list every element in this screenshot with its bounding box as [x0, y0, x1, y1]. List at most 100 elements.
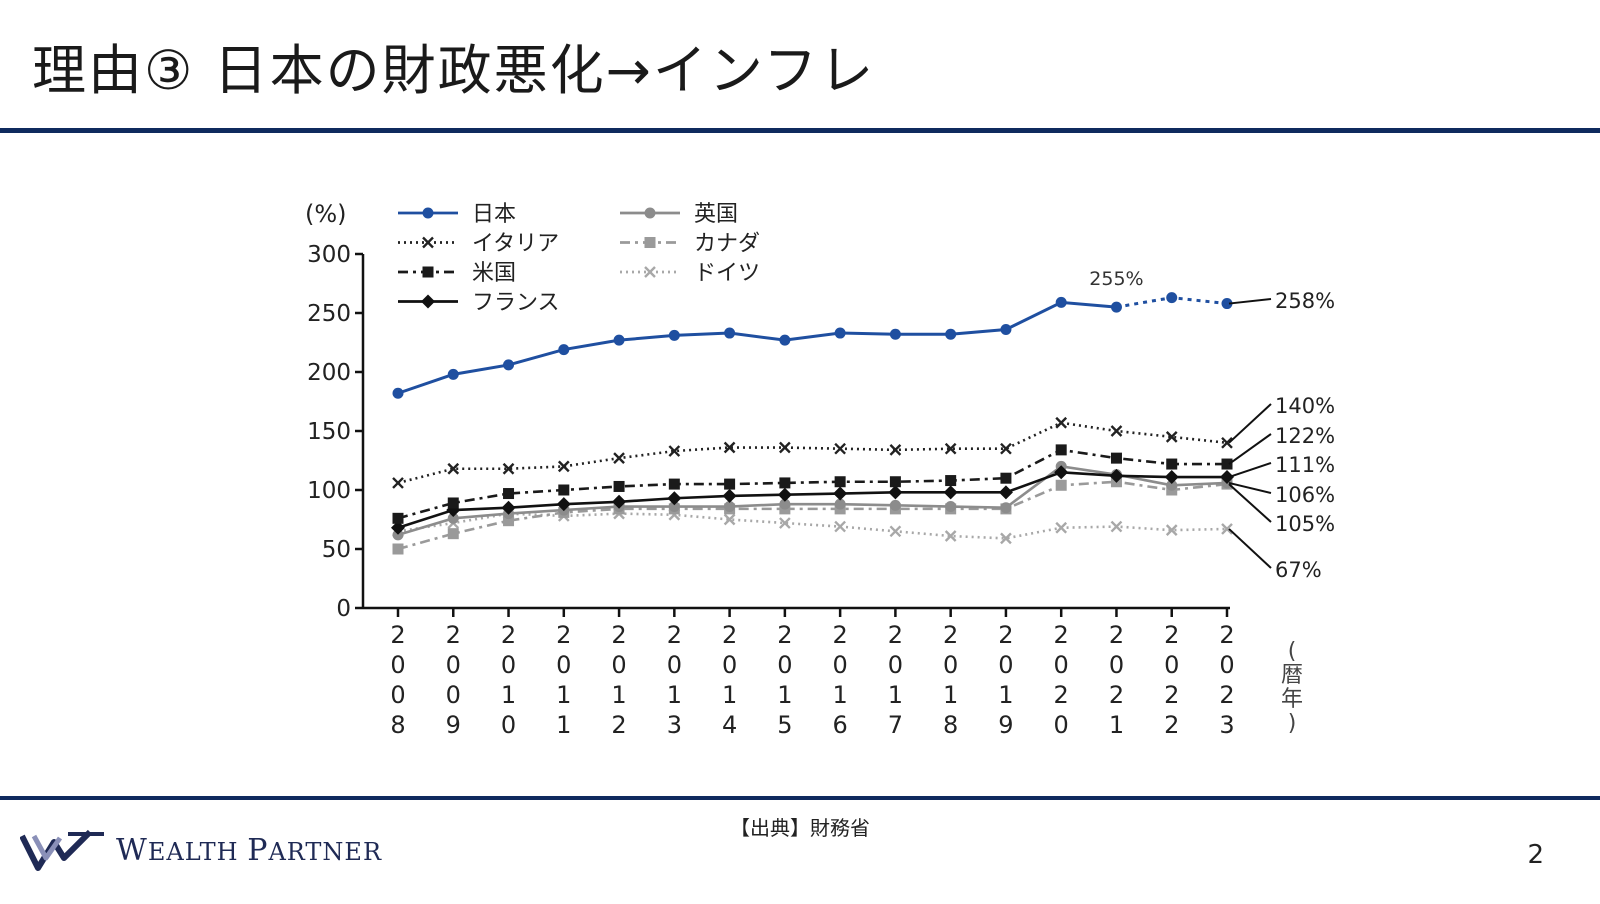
- legend-label-italy: イタリア: [472, 232, 559, 257]
- data-point-italy: [668, 445, 681, 457]
- data-point-japan: [392, 387, 404, 399]
- x-axis-title: (暦年): [1281, 639, 1303, 736]
- logo-mark-icon: [20, 829, 104, 871]
- data-point-us: [447, 497, 459, 509]
- end-label-leader: [1228, 528, 1272, 569]
- data-point-germany: [723, 513, 736, 526]
- data-point-us: [613, 480, 625, 492]
- data-point-us: [889, 476, 901, 488]
- end-label-leader: [1228, 481, 1272, 494]
- data-point-us: [668, 478, 680, 490]
- data-point-japan: [447, 368, 459, 380]
- data-point-germany: [1055, 521, 1068, 534]
- data-point-us: [1055, 444, 1067, 456]
- data-point-uk: [1000, 502, 1012, 514]
- data-point-us: [1110, 452, 1122, 464]
- y-tick-label: 0: [336, 596, 351, 622]
- data-point-uk: [668, 501, 680, 513]
- slide-title: 理由③ 日本の財政悪化→インフレ: [32, 39, 876, 102]
- data-point-italy: [834, 442, 846, 455]
- header-rule: [0, 128, 1600, 133]
- legend-marker-italy: [422, 236, 434, 249]
- series-line-germany: [397, 512, 1228, 540]
- data-point-japan: [503, 359, 515, 371]
- data-point-uk: [889, 499, 901, 511]
- data-point-italy: [447, 462, 460, 475]
- company-logo: WEALTH PARTNER: [20, 828, 382, 872]
- logo-text: WEALTH PARTNER: [116, 832, 383, 868]
- data-point-us: [834, 476, 846, 488]
- data-point-italy: [1055, 416, 1068, 429]
- data-point-italy: [889, 444, 902, 456]
- data-point-italy: [779, 441, 791, 454]
- data-point-japan: [558, 344, 570, 356]
- data-point-france: [556, 497, 571, 512]
- end-value-label: 67%: [1275, 558, 1322, 582]
- data-point-italy: [723, 441, 736, 454]
- series-line-us: [397, 448, 1227, 520]
- data-point-france: [391, 520, 405, 535]
- y-tick-label: 200: [307, 360, 351, 386]
- data-point-italy: [944, 442, 957, 455]
- data-point-france: [612, 494, 627, 509]
- data-point-france: [722, 488, 737, 503]
- footer-rule: [0, 796, 1600, 800]
- data-point-japan: [1000, 324, 1012, 336]
- series-line-japan: [397, 300, 1117, 395]
- data-point-canada: [392, 543, 404, 555]
- data-point-us: [1000, 472, 1012, 484]
- series-line-canada: [397, 480, 1228, 551]
- end-value-label: 106%: [1275, 483, 1335, 507]
- data-point-japan: [724, 327, 736, 339]
- data-point-japan: [945, 328, 957, 340]
- legend-label-japan: 日本: [472, 202, 516, 227]
- series-line-uk: [397, 465, 1228, 537]
- legend-marker-canada: [644, 237, 656, 248]
- legend-marker-germany: [644, 266, 656, 278]
- y-tick-label: 50: [322, 537, 351, 563]
- data-point-japan: [668, 329, 680, 341]
- page-number: 2: [1527, 840, 1544, 870]
- legend-label-germany: ドイツ: [694, 261, 760, 286]
- data-point-us: [1166, 458, 1178, 470]
- data-point-uk: [834, 498, 846, 510]
- data-point-uk: [724, 501, 736, 513]
- y-tick-label: 300: [307, 242, 351, 268]
- data-point-germany: [889, 525, 902, 538]
- data-point-us: [945, 475, 957, 487]
- end-value-label: 111%: [1275, 453, 1335, 477]
- data-point-us: [1221, 458, 1233, 470]
- end-value-label: 140%: [1275, 394, 1335, 418]
- data-point-france: [777, 487, 792, 502]
- data-point-germany: [1000, 532, 1012, 545]
- data-point-france: [1164, 470, 1179, 485]
- data-point-uk: [447, 512, 459, 524]
- end-label-leader: [1228, 433, 1272, 465]
- data-point-uk: [779, 498, 791, 510]
- data-point-uk: [945, 501, 957, 513]
- y-tick-label: 250: [307, 301, 351, 327]
- data-point-uk: [392, 529, 404, 541]
- end-value-label: 122%: [1275, 424, 1335, 448]
- legend-marker-japan: [422, 207, 434, 219]
- data-point-us: [392, 512, 404, 524]
- data-point-france: [501, 500, 516, 515]
- end-label-leader: [1228, 483, 1272, 523]
- data-point-germany: [1165, 524, 1178, 536]
- data-point-japan: [1110, 301, 1122, 313]
- data-point-france: [667, 491, 682, 506]
- data-point-france: [1109, 468, 1124, 483]
- legend-marker-us: [422, 266, 434, 278]
- y-tick-label: 150: [307, 419, 351, 445]
- data-point-japan: [613, 334, 625, 346]
- data-point-us: [779, 477, 791, 489]
- end-value-label: 105%: [1275, 512, 1335, 536]
